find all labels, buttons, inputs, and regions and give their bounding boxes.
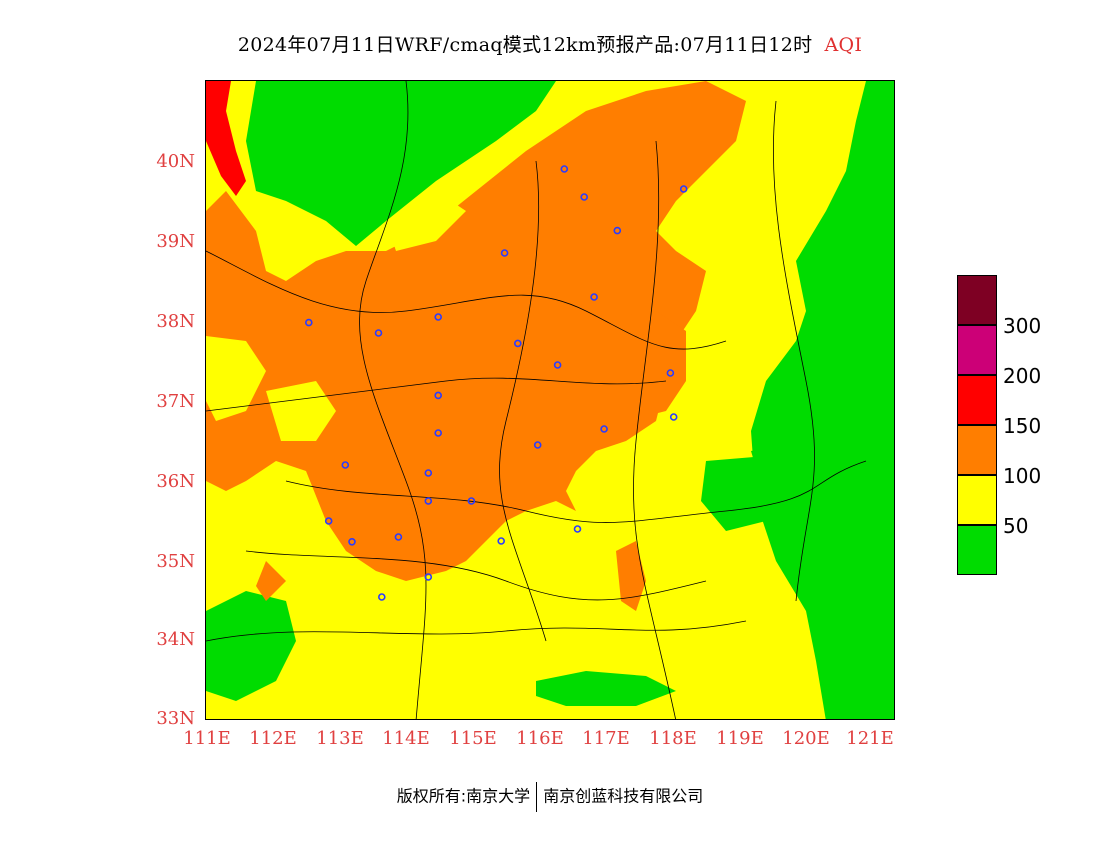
aqi-band-50-100-hole-1	[206, 336, 266, 421]
city-marker	[348, 537, 356, 546]
city-marker	[341, 461, 350, 469]
city-marker	[580, 193, 589, 201]
city-marker	[553, 361, 562, 369]
aqi-map-svg	[206, 81, 894, 719]
legend-label-50: 50	[1003, 514, 1029, 538]
legend-swatch-gt300	[957, 275, 997, 325]
aqi-band-lt50-south	[536, 671, 676, 706]
legend-swatch-lt50	[957, 525, 997, 575]
city-marker	[394, 533, 403, 541]
xtick-120E: 120E	[782, 728, 830, 749]
admin-boundaries	[206, 81, 867, 719]
aqi-band-100-150-main	[206, 81, 746, 581]
copyright-footer: 版权所有:南京大学 南京创蓝科技有限公司	[0, 782, 1100, 812]
city-marker	[424, 573, 433, 581]
title-aqi-tag: AQI	[824, 34, 863, 56]
ytick-35N: 35N	[156, 551, 195, 572]
city-marker	[378, 593, 386, 601]
ytick-36N: 36N	[156, 471, 195, 492]
city-marker	[374, 329, 383, 337]
xtick-112E: 112E	[249, 728, 297, 749]
aqi-band-lt50-east-coast	[751, 441, 866, 521]
city-marker	[305, 318, 313, 327]
aqi-band-100-150-west	[256, 561, 286, 601]
ytick-38N: 38N	[156, 311, 195, 332]
aqi-band-lt50-peninsula	[701, 456, 786, 531]
title-main: 2024年07月11日WRF/cmaq模式12km预报产品:07月11日12时	[237, 34, 813, 56]
xtick-117E: 117E	[582, 728, 630, 749]
aqi-band-lt50-southwest	[206, 591, 296, 701]
city-marker	[424, 469, 433, 477]
legend-swatch-100-150	[957, 425, 997, 475]
city-marker	[324, 517, 333, 525]
aqi-band-150-200-northwest	[206, 81, 246, 196]
city-marker	[424, 497, 433, 505]
city-marker	[513, 339, 522, 348]
city-marker	[679, 185, 688, 193]
xtick-118E: 118E	[649, 728, 697, 749]
city-marker	[600, 425, 608, 433]
ytick-39N: 39N	[156, 231, 195, 252]
legend-label-100: 100	[1003, 464, 1042, 488]
city-marker	[533, 441, 542, 449]
footer-divider	[536, 782, 538, 812]
legend-label-150: 150	[1003, 414, 1042, 438]
city-marker	[500, 249, 509, 257]
city-marker	[497, 537, 506, 545]
city-marker	[467, 497, 476, 505]
xtick-115E: 115E	[449, 728, 497, 749]
aqi-band-50-100-hole-3	[386, 191, 466, 251]
xtick-114E: 114E	[382, 728, 430, 749]
city-marker	[434, 429, 442, 437]
city-marker	[613, 226, 622, 235]
aqi-band-lt50-east-sea	[751, 81, 894, 719]
aqi-band-lt50-northwest	[246, 81, 556, 246]
map-title: 2024年07月11日WRF/cmaq模式12km预报产品:07月11日12时 A…	[0, 30, 1100, 57]
ytick-34N: 34N	[156, 629, 195, 650]
ytick-33N: 33N	[156, 708, 195, 729]
footer-copyright: 版权所有:南京大学	[396, 786, 531, 806]
legend-swatch-50-100	[957, 475, 997, 525]
aqi-band-100-150-east	[586, 311, 686, 421]
city-marker	[560, 165, 569, 173]
xtick-113E: 113E	[316, 728, 364, 749]
city-marker	[573, 525, 582, 533]
xtick-121E: 121E	[846, 728, 894, 749]
aqi-map	[205, 80, 895, 720]
aqi-band-50-100-hole-2	[266, 381, 336, 441]
city-marker	[669, 413, 678, 421]
legend-label-200: 200	[1003, 364, 1042, 388]
city-marker	[666, 369, 675, 377]
city-marker	[434, 313, 442, 321]
xtick-116E: 116E	[516, 728, 564, 749]
ytick-40N: 40N	[156, 151, 195, 172]
footer-company: 南京创蓝科技有限公司	[543, 786, 704, 806]
city-marker	[434, 391, 442, 400]
city-markers	[305, 165, 688, 601]
legend-label-300: 300	[1003, 314, 1042, 338]
legend-swatch-150-200	[957, 375, 997, 425]
xtick-111E: 111E	[183, 728, 231, 749]
xtick-119E: 119E	[716, 728, 764, 749]
aqi-band-100-150-south	[616, 541, 646, 611]
legend-swatch-200-300	[957, 325, 997, 375]
city-marker	[590, 293, 598, 301]
ytick-37N: 37N	[156, 391, 195, 412]
